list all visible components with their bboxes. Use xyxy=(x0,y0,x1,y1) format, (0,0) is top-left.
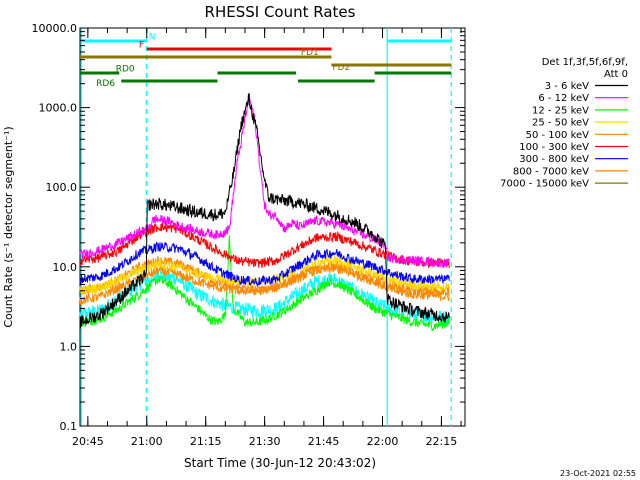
series-line xyxy=(79,235,450,331)
bar-label: FD1 xyxy=(301,48,319,58)
y-tick-label: 100.0 xyxy=(46,181,78,194)
x-tick-label: 21:30 xyxy=(249,435,281,448)
series-line xyxy=(79,92,450,329)
y-axis-label: Count Rate (s⁻¹ detector segment⁻¹) xyxy=(2,126,15,327)
footer-timestamp: 23-Oct-2021 02:55 xyxy=(560,469,636,478)
y-tick-label: 0.1 xyxy=(60,420,78,433)
x-axis-label: Start Time (30-Jun-12 20:43:02) xyxy=(184,456,376,470)
annotation-lines xyxy=(80,28,452,426)
bar-label: F xyxy=(139,41,144,51)
legend-label: 12 - 25 keV xyxy=(532,105,589,116)
bar-label: N xyxy=(149,33,156,43)
x-tick-label: 21:45 xyxy=(308,435,340,448)
x-tick-label: 21:00 xyxy=(131,435,163,448)
x-tick-label: 22:00 xyxy=(367,435,399,448)
legend-label: 7000 - 15000 keV xyxy=(500,179,589,190)
chart-title: RHESSI Count Rates xyxy=(205,3,356,21)
plot-frame xyxy=(79,27,466,427)
legend-label: 25 - 50 keV xyxy=(532,118,589,129)
legend-label: 50 - 100 keV xyxy=(526,130,590,141)
legend-header-2: Att 0 xyxy=(604,69,628,80)
legend-label: 100 - 300 keV xyxy=(519,142,589,153)
legend-label: 6 - 12 keV xyxy=(538,93,589,104)
y-tick-label: 1000.0 xyxy=(39,102,78,115)
legend-label: 3 - 6 keV xyxy=(545,81,589,92)
series-line xyxy=(79,221,450,269)
y-tick-label: 10000.0 xyxy=(32,22,78,35)
y-tick-label: 10.0 xyxy=(53,261,78,274)
bar-label: RD6 xyxy=(96,79,115,89)
series-lines xyxy=(79,92,450,331)
legend-label: 300 - 800 keV xyxy=(519,154,589,165)
legend-header-1: Det 1f,3f,5f,6f,9f, xyxy=(542,57,628,68)
legend-label: 800 - 7000 keV xyxy=(513,166,589,177)
series-line xyxy=(79,93,450,268)
x-tick-label: 22:15 xyxy=(426,435,458,448)
bar-label: RD0 xyxy=(116,65,135,75)
y-tick-label: 1.0 xyxy=(60,340,78,353)
bar-label: FD2 xyxy=(332,63,350,73)
x-tick-label: 21:15 xyxy=(190,435,222,448)
x-tick-label: 20:45 xyxy=(72,435,104,448)
x-axis: 20:45 21:00 21:15 21:30 21:45 22:00 22:15 xyxy=(72,28,462,448)
series-line xyxy=(79,241,450,287)
